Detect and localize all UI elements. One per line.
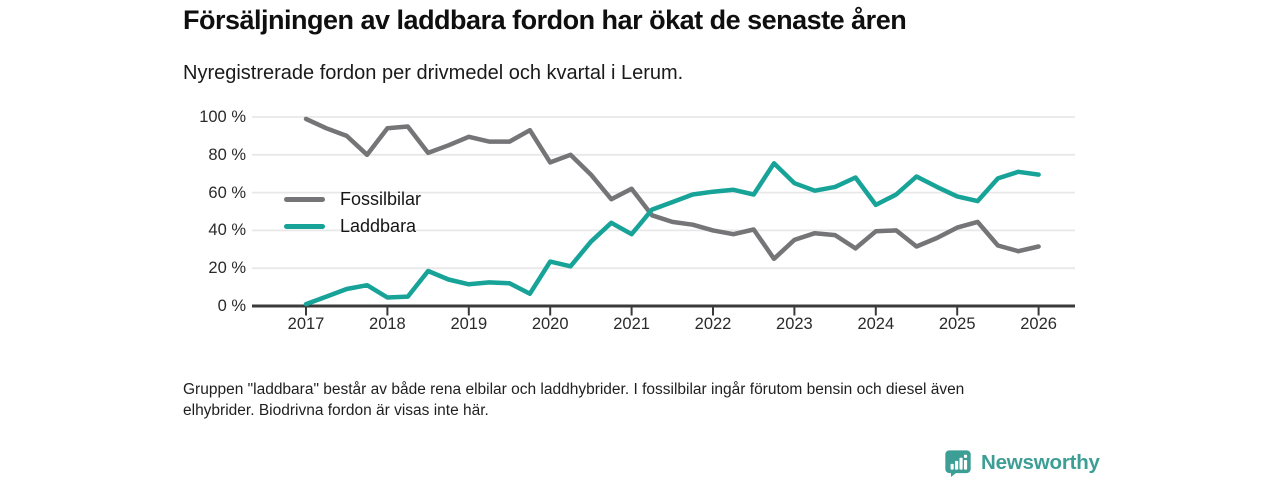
legend-item-fossilbilar: Fossilbilar: [284, 186, 421, 213]
laddbara-line: [303, 161, 1041, 307]
legend-label: Fossilbilar: [340, 189, 422, 209]
legend-label: Laddbara: [340, 216, 417, 236]
x-tick-label: 2026: [1020, 315, 1057, 333]
chart-title: Försäljningen av laddbara fordon har öka…: [183, 5, 907, 35]
footnote-line: Gruppen "laddbara" består av både rena e…: [183, 381, 965, 398]
y-tick-label: 0 %: [217, 297, 246, 315]
x-tick-label: 2020: [531, 315, 569, 333]
y-tick-label: 20 %: [208, 259, 246, 278]
legend-item-laddbara: Laddbara: [284, 213, 421, 240]
x-tick-label: 2019: [450, 315, 488, 333]
x-tick-label: 2021: [613, 315, 650, 333]
fossilbilar-line-swatch: [284, 197, 325, 202]
fossilbilar-line: [303, 116, 1041, 262]
x-tick-label: 2018: [369, 315, 406, 333]
newsworthy-logo-icon: [945, 450, 971, 477]
newsworthy-logo: Newsworthy: [944, 449, 1100, 477]
laddbara-line-swatch: [284, 224, 325, 229]
y-tick-label: 40 %: [208, 221, 246, 240]
chart-legend: Fossilbilar Laddbara: [284, 186, 421, 240]
x-tick-label: 2025: [938, 315, 976, 333]
chart-subtitle: Nyregistrerade fordon per drivmedel och …: [183, 62, 684, 84]
y-tick-label: 100 %: [199, 108, 246, 126]
x-tick-label: 2023: [776, 315, 813, 333]
footnote-line: elhybrider. Biodrivna fordon är visas in…: [183, 402, 489, 419]
x-tick-label: 2024: [857, 315, 895, 333]
y-tick-label: 60 %: [208, 183, 246, 202]
y-tick-label: 80 %: [208, 145, 246, 164]
x-tick-label: 2017: [287, 315, 325, 333]
chart-footnote: Gruppen "laddbara" består av både rena e…: [183, 379, 1083, 421]
x-tick-label: 2022: [694, 315, 732, 333]
newsworthy-logo-text: Newsworthy: [981, 451, 1100, 474]
